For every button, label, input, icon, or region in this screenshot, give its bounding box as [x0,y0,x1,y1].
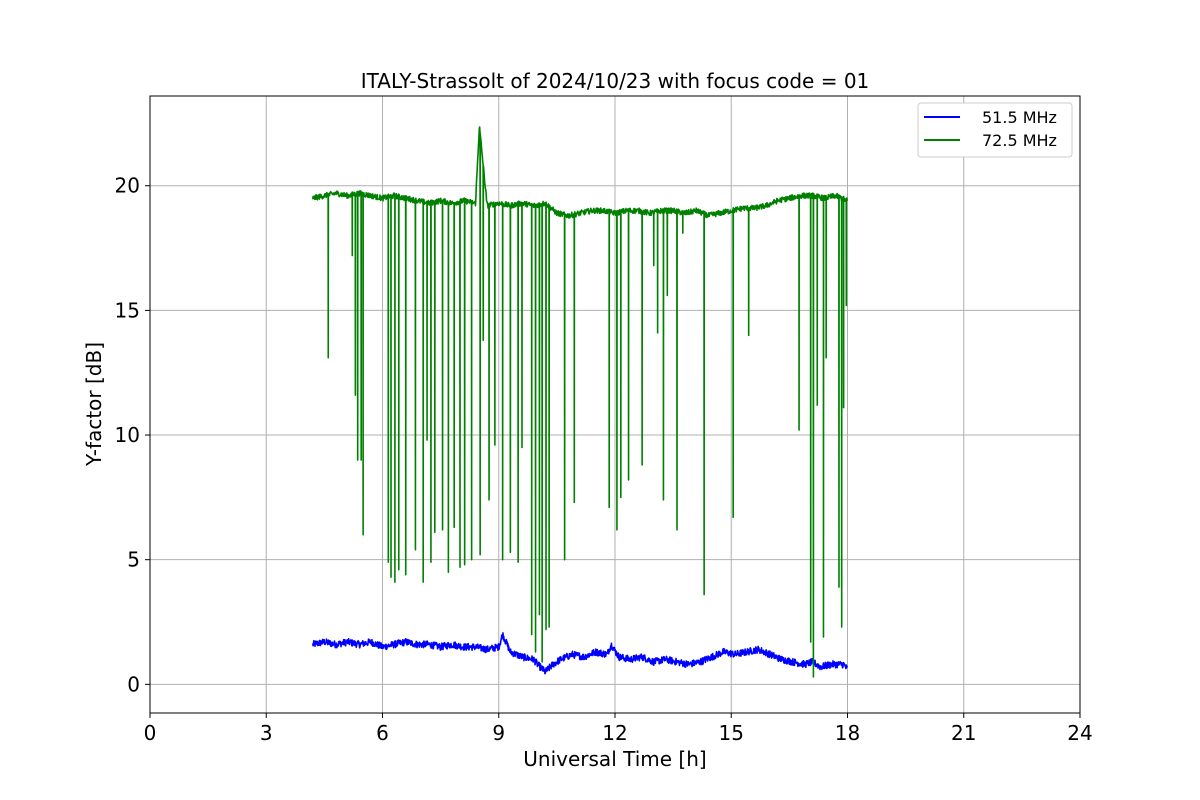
y-axis-title: Y-factor [dB] [82,342,106,467]
x-tick-label: 15 [719,721,744,745]
x-tick-label: 21 [951,721,976,745]
x-tick-label: 9 [492,721,505,745]
y-tick-label: 5 [127,548,140,572]
x-tick-label: 24 [1067,721,1092,745]
x-axis-title: Universal Time [h] [523,747,706,771]
x-tick-label: 12 [602,721,627,745]
x-tick-label: 18 [835,721,860,745]
chart-title: ITALY-Strassolt of 2024/10/23 with focus… [361,69,870,93]
y-tick-label: 0 [127,672,140,696]
y-axis-ticks: 0 5 10 15 20 [115,174,150,696]
grid [149,96,1081,713]
series-layer [311,126,849,678]
x-tick-label: 0 [144,721,157,745]
series-line-72-5-mhz [311,126,849,678]
x-tick-label: 3 [260,721,273,745]
x-axis-ticks: 0 3 6 9 12 15 18 21 24 [144,713,1093,745]
x-tick-label: 6 [376,721,389,745]
legend: 51.5 MHz 72.5 MHz [917,102,1073,158]
y-tick-label: 10 [115,423,140,447]
legend-label-51-5: 51.5 MHz [982,108,1057,127]
y-tick-label: 15 [115,298,140,322]
y-tick-label: 20 [115,174,140,198]
series-line-51-5-mhz [311,632,849,675]
legend-label-72-5: 72.5 MHz [982,131,1057,150]
